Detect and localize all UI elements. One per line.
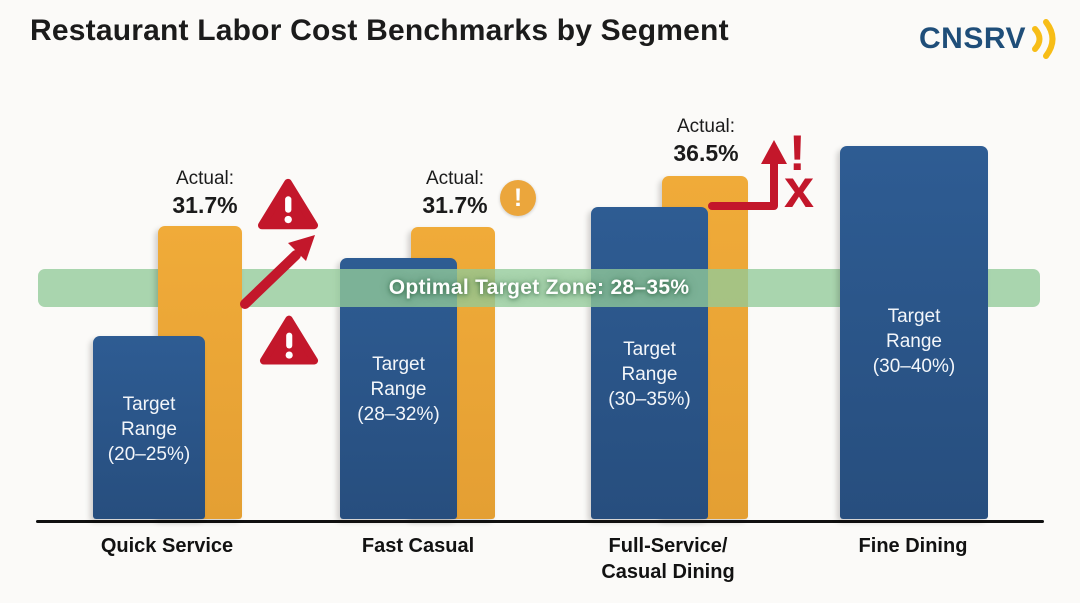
- brand-logo: CNSRV: [919, 16, 1062, 62]
- page-title: Restaurant Labor Cost Benchmarks by Segm…: [30, 14, 729, 47]
- soundwave-icon: [1032, 19, 1056, 59]
- segment-label-quick-service: Quick Service: [100, 535, 234, 557]
- warning-triangle-icon: [257, 178, 319, 230]
- segment-label-full-service: Full-Service/ Casual Dining: [601, 535, 735, 583]
- actual-label-quick-service: Actual: 31.7%: [172, 168, 238, 218]
- target-range-label: Target Range (30–40%): [872, 306, 956, 377]
- baseline-axis: [36, 520, 1044, 523]
- target-range-label: Target Range (30–35%): [608, 339, 691, 410]
- warning-circle-icon: !: [500, 180, 536, 216]
- segment-label-fine-dining: Fine Dining: [858, 535, 968, 557]
- threshold-up-arrow-icon: [708, 140, 787, 210]
- x-mark: x: [784, 159, 815, 219]
- exclamation-mark: !: [789, 125, 806, 181]
- segment-label-fast-casual: Fast Casual: [361, 535, 475, 557]
- target-range-label: Target Range (20–25%): [107, 394, 191, 465]
- target-range-bar-full-service: Target Range (30–35%): [591, 207, 708, 519]
- optimal-zone-label: Optimal Target Zone: 28–35%: [388, 276, 690, 299]
- warning-triangle-icon: [259, 315, 319, 365]
- actual-label-full-service: Actual: 36.5%: [673, 116, 739, 166]
- target-range-bar-fine-dining: Target Range (30–40%): [840, 146, 988, 519]
- target-range-bar-quick-service: Target Range (20–25%): [93, 336, 205, 519]
- trend-up-arrow-icon: [240, 235, 315, 309]
- actual-label-fast-casual: Actual: 31.7%: [422, 168, 488, 218]
- brand-wordmark: CNSRV: [919, 22, 1026, 55]
- target-range-label: Target Range (28–32%): [357, 354, 440, 425]
